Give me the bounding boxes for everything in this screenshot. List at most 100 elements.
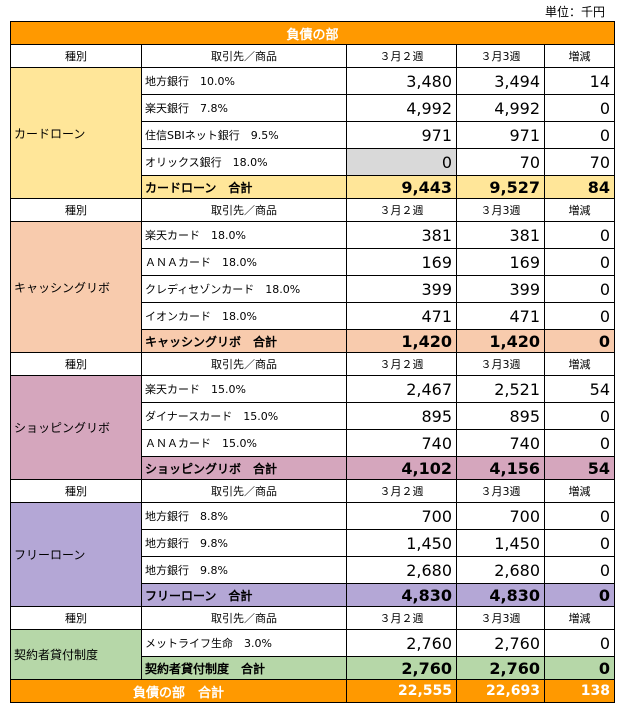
- diff-cell: 14: [543, 67, 616, 95]
- diff-cell: 54: [543, 375, 616, 403]
- partner-cell: 地方銀行 8.8%: [141, 502, 347, 530]
- diff-cell: 0: [543, 429, 616, 457]
- partner-cell: ＡＮＡカード 18.0%: [141, 248, 347, 276]
- week2-cell: 2,680: [346, 556, 457, 584]
- partner-cell: 地方銀行 9.8%: [141, 556, 347, 584]
- week2-cell: 0: [346, 148, 457, 176]
- grand-total-row: 負債の部 合計 22,555 22,693 138: [10, 679, 616, 703]
- week3-cell: 3,494: [456, 67, 545, 95]
- diff-cell: 0: [543, 275, 616, 303]
- table-row: フリーローン 地方銀行 8.8% 700 700 0: [10, 502, 616, 607]
- liabilities-table: 負債の部 種別 取引先／商品 ３月２週 ３月3週 増減 カードローン 地方銀行 …: [9, 21, 616, 703]
- subtotal-diff: 84: [543, 175, 616, 199]
- header-week2: ３月２週: [346, 352, 457, 376]
- week3-cell: 381: [456, 221, 545, 249]
- header-week2: ３月２週: [346, 44, 457, 68]
- week2-cell: 1,450: [346, 529, 457, 557]
- header-row: 種別 取引先／商品 ３月２週 ３月3週 増減: [10, 479, 616, 503]
- table-row: ＡＮＡカード 18.0% 169 169 0: [11, 248, 616, 276]
- week2-cell: 971: [346, 121, 457, 149]
- week3-cell: 169: [456, 248, 545, 276]
- diff-cell: 0: [543, 221, 616, 249]
- diff-cell: 0: [543, 629, 616, 657]
- category-cell: カードローン: [10, 67, 142, 199]
- header-diff: 増減: [543, 479, 616, 503]
- diff-cell: 0: [543, 502, 616, 530]
- header-diff: 増減: [543, 198, 616, 222]
- table-row: ショッピングリボ 楽天カード 15.0% 2,467 2,521 54: [10, 375, 616, 480]
- diff-cell: 0: [543, 529, 616, 557]
- week2-cell: 381: [346, 221, 457, 249]
- category-cell: キャッシングリボ: [10, 221, 142, 353]
- header-diff: 増減: [543, 44, 616, 68]
- header-week2: ３月２週: [346, 606, 457, 630]
- subtotal-week3: 2,760: [456, 656, 545, 680]
- week2-cell: 895: [346, 402, 457, 430]
- header-week3: ３月3週: [456, 44, 545, 68]
- header-type: 種別: [10, 606, 142, 630]
- partner-cell: 住信SBIネット銀行 9.5%: [141, 121, 347, 149]
- category-cell: ショッピングリボ: [10, 375, 142, 480]
- header-week3: ３月3週: [456, 479, 545, 503]
- title-row: 負債の部: [9, 21, 616, 45]
- subtotal-week3: 4,156: [456, 456, 545, 480]
- table-row: 契約者貸付制度 メットライフ生命 3.0% 2,760 2,760 0: [10, 629, 616, 680]
- partner-cell: ダイナースカード 15.0%: [141, 402, 347, 430]
- unit-label: 単位：千円: [544, 5, 605, 19]
- table-row: 住信SBIネット銀行 9.5% 971 971 0: [11, 121, 616, 149]
- subtotal-label: キャッシングリボ 合計: [141, 329, 347, 353]
- header-week3: ３月3週: [456, 606, 545, 630]
- week2-cell: 3,480: [346, 67, 457, 95]
- header-type: 種別: [10, 479, 142, 503]
- diff-cell: 0: [543, 556, 616, 584]
- week2-cell: 169: [346, 248, 457, 276]
- week2-cell: 2,760: [346, 629, 457, 657]
- week3-cell: 70: [456, 148, 545, 176]
- subtotal-diff: 0: [543, 329, 616, 353]
- header-diff: 増減: [543, 352, 616, 376]
- category-cell: フリーローン: [10, 502, 142, 607]
- week2-cell: 4,992: [346, 94, 457, 122]
- header-row: 種別 取引先／商品 ３月２週 ３月3週 増減: [10, 198, 616, 222]
- subtotal-row: カードローン 合計 9,443 9,527 84: [10, 175, 616, 199]
- header-partner: 取引先／商品: [141, 479, 347, 503]
- partner-cell: 楽天カード 18.0%: [141, 221, 347, 249]
- subtotal-week3: 1,420: [456, 329, 545, 353]
- subtotal-diff: 0: [543, 583, 616, 607]
- header-type: 種別: [10, 198, 142, 222]
- partner-cell: クレディセゾンカード 18.0%: [141, 275, 347, 303]
- subtotal-week2: 4,830: [346, 583, 457, 607]
- diff-cell: 0: [543, 94, 616, 122]
- week3-cell: 399: [456, 275, 545, 303]
- table-row: クレディセゾンカード 18.0% 399 399 0: [11, 275, 616, 303]
- week2-cell: 2,467: [346, 375, 457, 403]
- table-title: 負債の部: [9, 21, 616, 45]
- header-row: 種別 取引先／商品 ３月２週 ３月3週 増減: [10, 44, 616, 68]
- subtotal-label: ショッピングリボ 合計: [141, 456, 347, 480]
- subtotal-diff: 0: [543, 656, 616, 680]
- header-type: 種別: [10, 352, 142, 376]
- partner-cell: 楽天銀行 7.8%: [141, 94, 347, 122]
- diff-cell: 0: [543, 302, 616, 330]
- header-week2: ３月２週: [346, 198, 457, 222]
- header-week2: ３月２週: [346, 479, 457, 503]
- week3-cell: 4,992: [456, 94, 545, 122]
- week3-cell: 2,680: [456, 556, 545, 584]
- week3-cell: 740: [456, 429, 545, 457]
- week2-cell: 399: [346, 275, 457, 303]
- table-row: キャッシングリボ 楽天カード 18.0% 381 381 0: [10, 221, 616, 353]
- table-row: オリックス銀行 18.0% 0 70 70: [11, 148, 616, 176]
- week3-cell: 471: [456, 302, 545, 330]
- partner-cell: 楽天カード 15.0%: [141, 375, 347, 403]
- week2-cell: 471: [346, 302, 457, 330]
- subtotal-diff: 54: [543, 456, 616, 480]
- subtotal-label: フリーローン 合計: [141, 583, 347, 607]
- header-week3: ３月3週: [456, 198, 545, 222]
- subtotal-week2: 2,760: [346, 656, 457, 680]
- subtotal-week3: 4,830: [456, 583, 545, 607]
- subtotal-week2: 9,443: [346, 175, 457, 199]
- subtotal-week2: 4,102: [346, 456, 457, 480]
- header-week3: ３月3週: [456, 352, 545, 376]
- category-cell: 契約者貸付制度: [10, 629, 142, 680]
- grand-total-week3: 22,693: [456, 679, 545, 703]
